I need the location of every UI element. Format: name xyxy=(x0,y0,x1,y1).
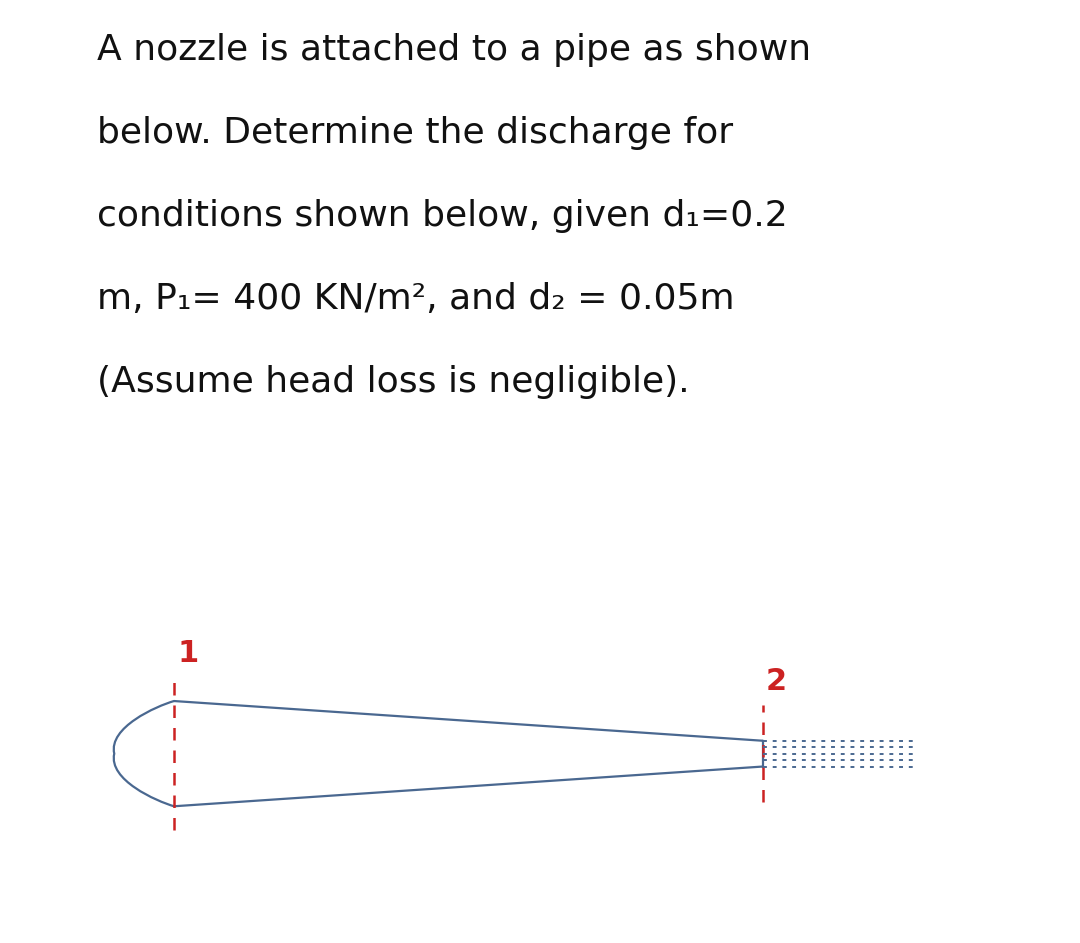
Text: below. Determine the discharge for: below. Determine the discharge for xyxy=(97,116,733,150)
Text: A nozzle is attached to a pipe as shown: A nozzle is attached to a pipe as shown xyxy=(97,33,811,67)
Text: 2: 2 xyxy=(766,667,787,696)
Text: 1: 1 xyxy=(177,638,199,668)
Text: (Assume head loss is negligible).: (Assume head loss is negligible). xyxy=(97,365,690,399)
Text: conditions shown below, given d₁=0.2: conditions shown below, given d₁=0.2 xyxy=(97,199,788,233)
Text: m, P₁= 400 KN/m², and d₂ = 0.05m: m, P₁= 400 KN/m², and d₂ = 0.05m xyxy=(97,282,734,316)
